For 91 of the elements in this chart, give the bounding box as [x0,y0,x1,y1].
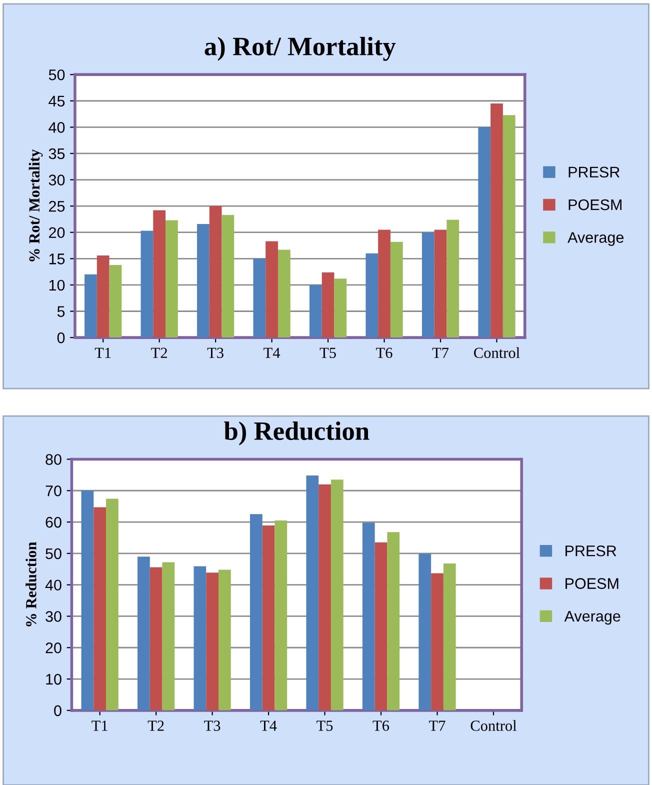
y-tick-label: 25 [49,200,65,212]
bar [162,562,175,710]
bar [262,525,275,710]
y-axis-title: % Rot/ Mortality [28,149,43,262]
bar [140,230,154,338]
bar [218,570,231,710]
bar [318,484,331,710]
bar [206,572,218,710]
bar [366,253,378,338]
bar [378,230,390,338]
bar [478,127,491,338]
bar [197,224,210,338]
bar [274,520,288,710]
bar [209,206,222,338]
bar [490,104,503,338]
bar [94,507,106,710]
bar [150,567,162,710]
bar [266,241,278,338]
y-tick-label: 20 [49,227,65,238]
x-tick-label: T6 [372,720,390,731]
legend-label: Average [564,610,620,625]
x-tick-label: T7 [429,720,446,731]
bar [502,115,516,338]
bar [194,566,206,710]
x-tick-label: T3 [207,348,224,358]
y-axis-title: % Reduction [26,542,36,626]
bar [153,210,166,338]
x-tick-label: T4 [264,348,280,358]
y-tick-label: 10 [49,280,65,291]
x-tick-label: T2 [151,348,167,358]
y-tick-label: 15 [49,254,65,264]
x-tick-label: Control [474,347,520,358]
x-tick-label: T4 [260,720,277,731]
x-tick-label: T2 [148,720,164,731]
bar [330,480,344,710]
bar [253,258,266,338]
bar [387,532,400,710]
bar [278,250,290,338]
bar [446,220,460,338]
bar [390,242,403,338]
y-tick-label: 40 [45,580,62,591]
y-tick-label: 0 [54,705,62,716]
y-tick-label: 60 [46,516,62,528]
y-tick-label: 40 [48,122,65,133]
bar [443,563,456,710]
x-tick-label: T7 [432,348,449,358]
x-tick-label: T1 [92,720,108,731]
y-tick-label: 0 [57,332,65,344]
y-tick-label: 50 [46,548,62,560]
legend-label: PRESR [566,545,616,556]
bar [434,230,447,338]
chart-title: b) Reduction [224,421,370,446]
bar [250,514,262,710]
bar [422,232,434,338]
y-tick-label: 30 [48,174,65,186]
y-tick-label: 10 [46,674,62,685]
bar [81,490,94,710]
bar [418,554,432,710]
bar [166,220,178,338]
bar [309,284,322,338]
y-tick-label: 80 [46,454,62,465]
bar [222,215,234,338]
bar [374,542,388,710]
y-tick-label: 30 [46,611,62,622]
bar [106,498,118,710]
x-tick-label: T3 [204,720,220,731]
legend-label: POESM [568,199,622,210]
y-tick-label: 45 [48,96,65,107]
x-tick-label: T5 [320,348,336,358]
bar [109,264,122,338]
y-tick-label: 35 [48,148,65,160]
legend-label: POESM [566,578,618,589]
y-tick-label: 20 [46,642,62,654]
x-tick-label: Control [470,720,517,731]
bar [431,573,444,710]
bar [306,476,319,710]
bar [322,272,334,338]
y-tick-label: 50 [48,69,65,80]
y-tick-label: 70 [46,485,62,496]
y-tick-label: 5 [57,306,65,317]
bar [138,556,150,710]
bar [362,522,375,710]
x-tick-label: T5 [316,720,333,731]
legend-label: Average [568,232,624,246]
chart-title: a) Rot/ Mortality [204,36,396,61]
legend-label: PRESR [568,166,620,178]
x-tick-label: T6 [376,348,392,358]
bar [96,256,110,338]
bar [334,278,347,338]
bar [84,274,97,338]
x-tick-label: T1 [94,348,111,358]
